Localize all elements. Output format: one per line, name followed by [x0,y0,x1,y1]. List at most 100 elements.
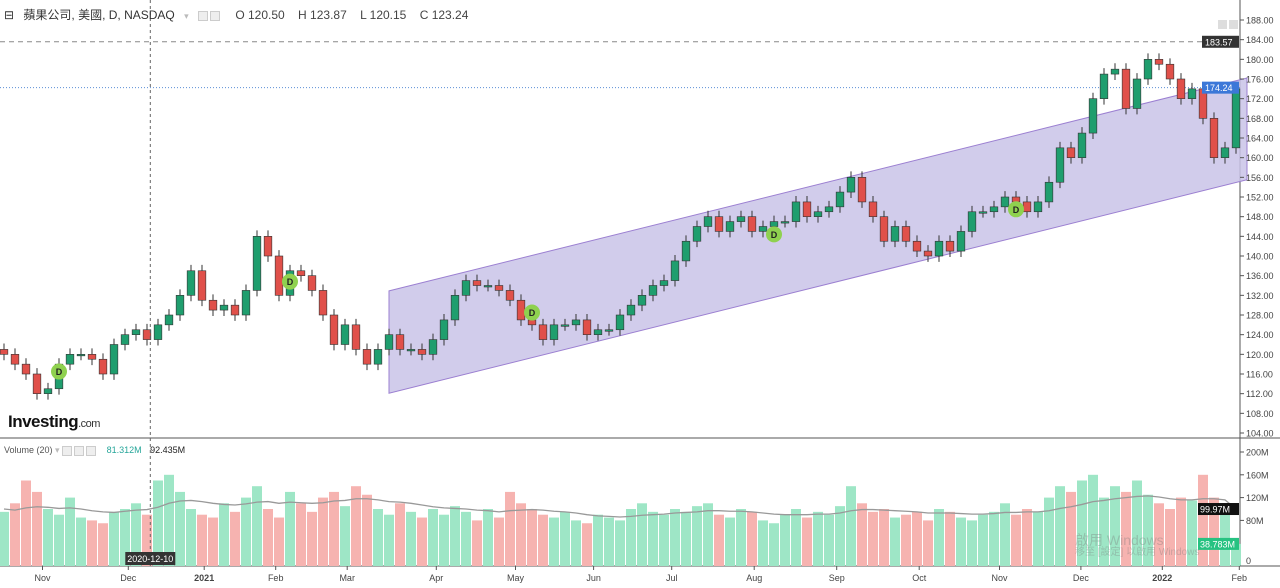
candle [208,294,218,316]
volume-bar [351,486,361,566]
candle [978,205,988,218]
volume-bar [329,491,339,566]
candle [219,299,229,316]
candle-body [1000,196,1010,208]
volume-bar [450,506,460,566]
candle-body [780,221,790,224]
candle-body [164,314,174,326]
candle-body [494,285,504,291]
candle [1165,58,1175,85]
volume-label[interactable]: Volume (20) [4,445,53,455]
candle-body [1132,78,1142,109]
volume-bar [1198,474,1208,566]
volume-bar [406,511,416,566]
candle [87,348,97,366]
time-tick-label: Mar [339,573,355,583]
candle [835,186,845,213]
volume-bar [76,517,86,566]
candle [505,284,515,307]
candle-body [813,211,823,217]
candle [692,220,702,248]
parallel-channel [388,77,1248,394]
candle-body [1154,59,1164,65]
candle-body [791,201,801,222]
volume-bar [131,503,141,566]
candle-body [98,358,108,375]
candle-body [912,240,922,252]
candle [318,284,328,321]
volume-bar [1066,491,1076,566]
volume-bar [648,511,658,566]
volume-bar [604,517,614,566]
candle-body [384,334,394,350]
dividend-marker-circle [524,304,540,321]
volume-bar [725,517,735,566]
candle-body [1110,68,1120,75]
candle-body [846,177,856,193]
candle [912,235,922,257]
candle [472,274,482,292]
candle-body [329,314,339,345]
chevron-down-icon[interactable]: ▾ [184,11,189,21]
candle [956,225,966,257]
candle [802,196,812,223]
volume-tick-label: 200M [1246,448,1269,458]
candle-body [395,334,405,350]
symbol-label[interactable]: 蘋果公司, 美國, D, NASDAQ [23,8,175,22]
candle-body [1220,147,1230,158]
candle-body [736,216,746,222]
chart-control-button[interactable] [1229,20,1238,29]
candle [131,323,141,341]
candle-body [252,236,262,291]
candle-body [681,240,691,262]
candle [109,338,119,380]
candle [736,210,746,228]
candle-body [615,314,625,331]
volume-bar [1077,480,1087,566]
dividend-marker-label: D [1013,205,1020,215]
candle-body [1099,73,1109,99]
volume-bar [1110,486,1120,566]
time-tick-label: Feb [268,573,284,583]
candle [989,200,999,218]
candle [1033,196,1043,218]
price-tick-label: 148.00 [1246,212,1274,222]
volume-bar [912,511,922,566]
volume-bar [780,514,790,566]
candle-body [1011,196,1021,203]
candle [10,348,20,371]
candle-body [626,304,636,316]
chart-header: ⊟ 蘋果公司, 美國, D, NASDAQ ▾ O 120.50 H 123.8… [4,6,474,23]
candle-body [230,304,240,316]
volume-bar [21,480,31,566]
minus-square-icon[interactable]: ⊟ [4,8,15,22]
time-tick-label: Apr [429,573,443,583]
chevron-down-icon[interactable]: ▾ [55,445,60,455]
candle-body [340,324,350,345]
volume-bar [813,511,823,566]
candle-body [186,270,196,296]
chart-control-button[interactable] [1218,20,1227,29]
volume-bar [1154,503,1164,566]
candle-body [76,354,86,357]
dividend-marker-label: D [287,277,294,287]
volume-bar [1220,503,1230,566]
candle-body [1165,63,1175,80]
candle-body [450,295,460,321]
volume-settings-icon[interactable] [62,445,98,456]
time-tick-label: Feb [1232,573,1248,583]
candle [791,196,801,228]
candle [747,210,757,238]
volume-bar [142,514,152,566]
price-tick-label: 176.00 [1246,75,1274,85]
candle-body [945,240,955,252]
volume-bar [296,503,306,566]
candle [384,328,394,356]
candle [1209,112,1219,164]
dividend-marker-circle [1008,201,1024,218]
time-tick-label: Dec [120,573,137,583]
settings-icon[interactable] [197,8,222,22]
candle-body [131,329,141,335]
volume-tag-label: 99.97M [1200,505,1230,515]
